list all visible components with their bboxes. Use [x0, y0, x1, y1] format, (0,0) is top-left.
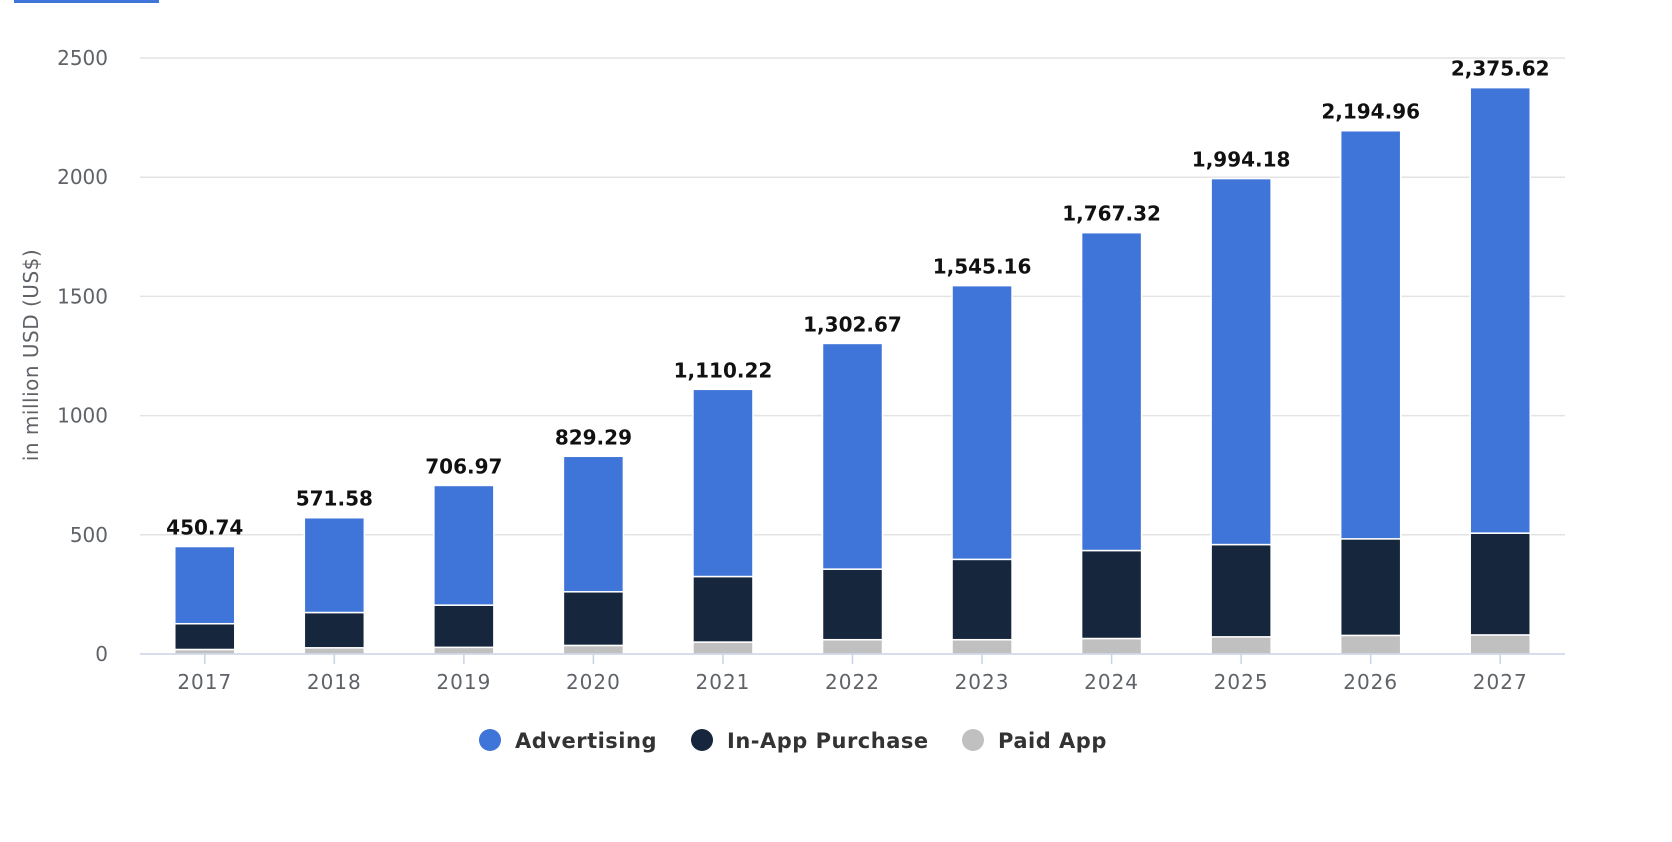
y-axis-title: in million USD (US$) — [19, 249, 43, 461]
bar-segment-advertising[interactable] — [692, 388, 754, 578]
bar-segment-in-app-purchase[interactable] — [1080, 549, 1143, 640]
y-tick-label: 1000 — [57, 404, 108, 428]
bar-total-label: 829.29 — [555, 425, 632, 449]
bar-total-label: 1,994.18 — [1192, 148, 1291, 172]
bar-segment-in-app-purchase[interactable] — [951, 558, 1013, 641]
x-tick-label: 2026 — [1343, 670, 1398, 694]
bar-total-label: 2,194.96 — [1321, 100, 1420, 124]
bar-segment-paid-app[interactable] — [821, 638, 884, 655]
bar-total-label: 450.74 — [166, 516, 243, 540]
bar-total-label: 2,375.62 — [1451, 57, 1550, 81]
legend-item-in-app-purchase[interactable]: In-App Purchase — [691, 729, 929, 753]
bar-total-label: 1,767.32 — [1062, 202, 1161, 226]
bar-segment-advertising[interactable] — [1469, 86, 1531, 534]
legend-swatch-icon — [962, 729, 984, 751]
x-tick-label: 2018 — [307, 670, 362, 694]
bar-segment-advertising[interactable] — [433, 484, 495, 606]
legend-label: Paid App — [998, 729, 1107, 753]
x-tick-label: 2027 — [1473, 670, 1528, 694]
x-axis: 2017 2018 2019 2020 2021 2022 2023 2024 2025 2026… — [140, 653, 1565, 694]
bar-total-label: 1,302.67 — [803, 312, 902, 336]
legend-label: Advertising — [515, 729, 657, 753]
bar-segment-paid-app[interactable] — [1210, 636, 1272, 655]
x-tick-label: 2022 — [825, 670, 880, 694]
y-tick-label: 2500 — [57, 46, 108, 70]
bar-segment-advertising[interactable] — [1210, 177, 1272, 546]
legend-item-advertising[interactable]: Advertising — [479, 729, 657, 753]
bar-segment-paid-app[interactable] — [692, 641, 754, 655]
bar-total-label: 1,545.16 — [933, 255, 1032, 279]
bar-segment-advertising[interactable] — [1339, 129, 1402, 540]
x-tick-label: 2017 — [177, 670, 232, 694]
y-tick-label: 500 — [70, 523, 108, 547]
legend[interactable]: Advertising In-App Purchase Paid App — [479, 729, 1107, 753]
x-tick-label: 2025 — [1214, 670, 1269, 694]
bar-segment-advertising[interactable] — [821, 342, 884, 570]
bar-segment-paid-app[interactable] — [303, 647, 366, 655]
bar-segment-paid-app[interactable] — [951, 638, 1013, 655]
y-axis: 0 500 1000 1500 2000 2500 — [57, 46, 108, 666]
bar-segment-in-app-purchase[interactable] — [562, 591, 625, 647]
bar-total-label: 571.58 — [296, 487, 373, 511]
x-tick-label: 2020 — [566, 670, 621, 694]
bar-segment-advertising[interactable] — [174, 545, 236, 625]
bar-segment-advertising[interactable] — [562, 455, 625, 593]
bar-segment-in-app-purchase[interactable] — [303, 611, 366, 649]
x-tick-label: 2021 — [696, 670, 751, 694]
bar-segment-paid-app[interactable] — [1469, 634, 1531, 655]
y-tick-label: 0 — [95, 642, 108, 666]
bar-segment-in-app-purchase[interactable] — [174, 622, 236, 651]
y-tick-label: 1500 — [57, 284, 108, 308]
legend-item-paid-app[interactable]: Paid App — [962, 729, 1107, 753]
bars — [174, 86, 1531, 655]
bar-segment-paid-app[interactable] — [1080, 637, 1143, 655]
active-tab-indicator — [14, 0, 159, 3]
bar-segment-advertising[interactable] — [1080, 231, 1143, 552]
y-tick-label: 2000 — [57, 165, 108, 189]
bar-segment-paid-app[interactable] — [562, 644, 625, 655]
legend-label: In-App Purchase — [727, 729, 929, 753]
bar-segment-in-app-purchase[interactable] — [692, 575, 754, 643]
bar-total-labels: 450.74 571.58 706.97 829.29 1,110.22 1,302.67… — [166, 57, 1549, 540]
legend-swatch-icon — [691, 729, 713, 751]
bar-segment-in-app-purchase[interactable] — [821, 568, 884, 641]
bar-total-label: 706.97 — [425, 454, 502, 478]
x-tick-label: 2023 — [955, 670, 1010, 694]
bar-segment-paid-app[interactable] — [1339, 634, 1402, 655]
bar-segment-advertising[interactable] — [303, 516, 366, 614]
bar-segment-in-app-purchase[interactable] — [1339, 538, 1402, 637]
bar-segment-paid-app[interactable] — [433, 646, 495, 655]
bar-segment-in-app-purchase[interactable] — [1469, 532, 1531, 636]
bar-segment-in-app-purchase[interactable] — [1210, 543, 1272, 638]
bar-segment-advertising[interactable] — [951, 284, 1013, 561]
legend-swatch-icon — [479, 729, 501, 751]
bar-segment-in-app-purchase[interactable] — [433, 604, 495, 649]
x-tick-label: 2019 — [436, 670, 491, 694]
x-tick-label: 2024 — [1084, 670, 1139, 694]
bar-total-label: 1,110.22 — [674, 358, 773, 382]
